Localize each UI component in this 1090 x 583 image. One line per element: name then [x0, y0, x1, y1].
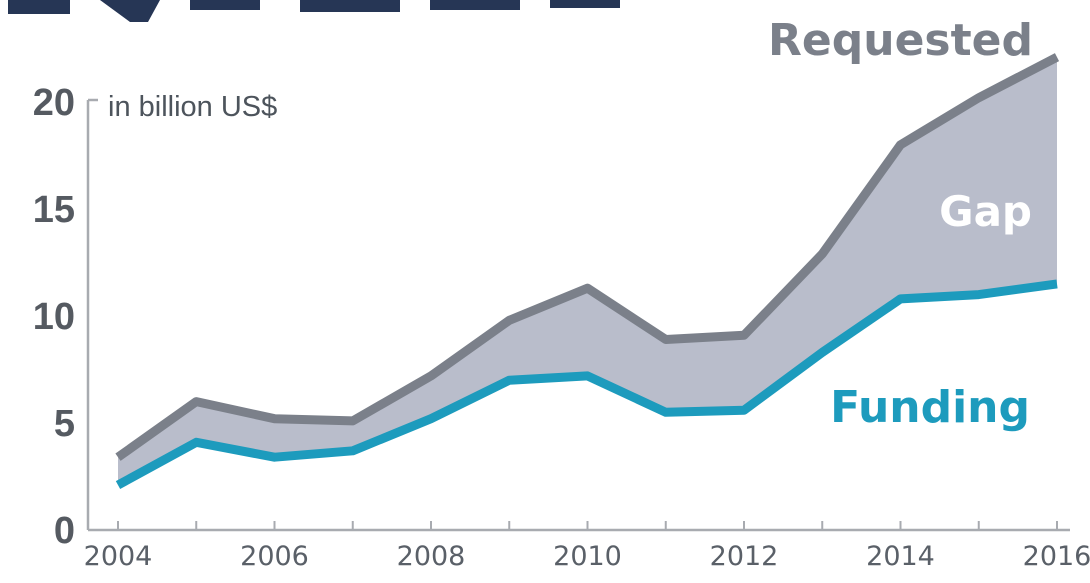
y-tick-label: 5	[54, 403, 75, 445]
x-tick-label: 2016	[1023, 541, 1090, 572]
chart-labels: 2004 2006 2008 2010 2012 2014 2016 0 5 10 15 20 in b…	[33, 15, 1090, 572]
x-tick-label: 2014	[866, 541, 935, 572]
x-tick-label: 2004	[84, 541, 153, 572]
series-label-requested: Requested	[768, 15, 1033, 66]
y-tick-label: 0	[54, 510, 75, 552]
y-tick-label: 20	[33, 82, 75, 124]
x-tick-label: 2012	[710, 541, 779, 572]
cropped-title-fragment	[0, 0, 640, 26]
series-lines	[115, 53, 1060, 490]
requested-line	[115, 53, 1060, 461]
y-tick-label: 10	[33, 296, 75, 338]
funding-line	[115, 279, 1058, 490]
x-tick-label: 2010	[553, 541, 622, 572]
y-tick-label: 15	[33, 189, 75, 231]
gap-area-label: Gap	[939, 187, 1032, 236]
x-tick-label: 2008	[397, 541, 466, 572]
x-tick-label: 2006	[240, 541, 309, 572]
axes	[86, 98, 1070, 532]
series-label-funding: Funding	[830, 382, 1030, 433]
unit-label: in billion US$	[108, 91, 277, 123]
